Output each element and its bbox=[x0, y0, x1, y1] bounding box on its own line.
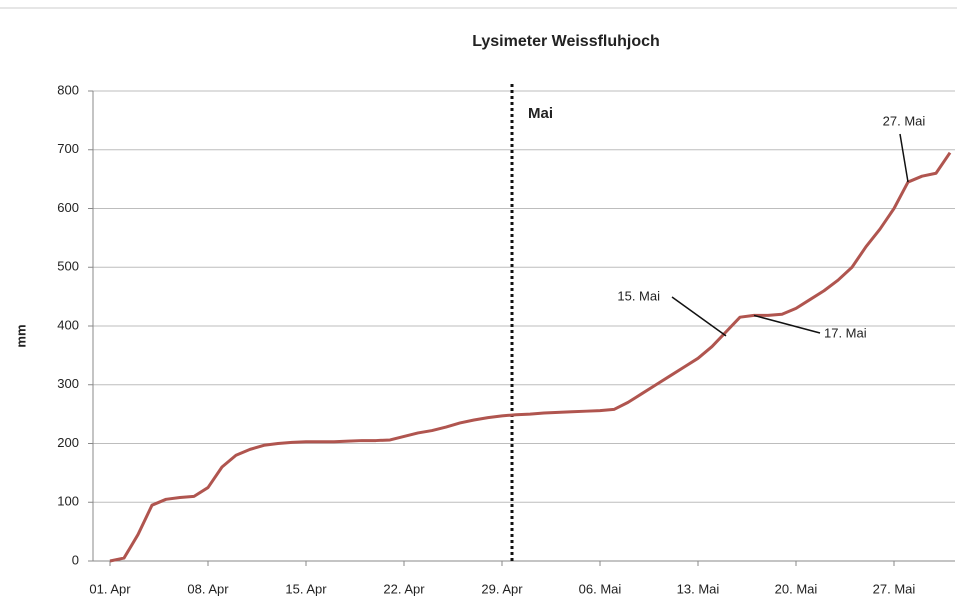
x-tick-label: 01. Apr bbox=[89, 581, 131, 596]
y-tick-label: 300 bbox=[57, 376, 79, 391]
data-line bbox=[109, 151, 952, 563]
x-tick-label: 06. Mai bbox=[579, 581, 622, 596]
x-tick-label: 29. Apr bbox=[481, 581, 523, 596]
y-tick-label: 200 bbox=[57, 435, 79, 450]
y-tick-label: 400 bbox=[57, 317, 79, 332]
leader bbox=[899, 133, 909, 183]
y-axis-label: mm bbox=[13, 324, 28, 347]
x-tick-label: 27. Mai bbox=[873, 581, 916, 596]
x-tick-label: 15. Apr bbox=[285, 581, 327, 596]
x-tick-label: 20. Mai bbox=[775, 581, 818, 596]
y-tick-label: 0 bbox=[72, 552, 79, 567]
y-tick-label: 600 bbox=[57, 200, 79, 215]
annotation: 17. Mai bbox=[824, 325, 867, 340]
annotation: 27. Mai bbox=[883, 113, 926, 128]
y-tick-label: 700 bbox=[57, 141, 79, 156]
y-tick-label: 500 bbox=[57, 259, 79, 274]
leader bbox=[671, 296, 727, 337]
leader bbox=[753, 314, 821, 334]
x-tick-label: 08. Apr bbox=[187, 581, 229, 596]
annotation: 15. Mai bbox=[617, 288, 660, 303]
x-tick-label: 13. Mai bbox=[677, 581, 720, 596]
annotation: Mai bbox=[528, 105, 553, 122]
y-tick-label: 800 bbox=[57, 82, 79, 97]
y-tick-label: 100 bbox=[57, 494, 79, 509]
chart-title: Lysimeter Weissfluhjoch bbox=[472, 33, 660, 50]
x-tick-label: 22. Apr bbox=[383, 581, 425, 596]
